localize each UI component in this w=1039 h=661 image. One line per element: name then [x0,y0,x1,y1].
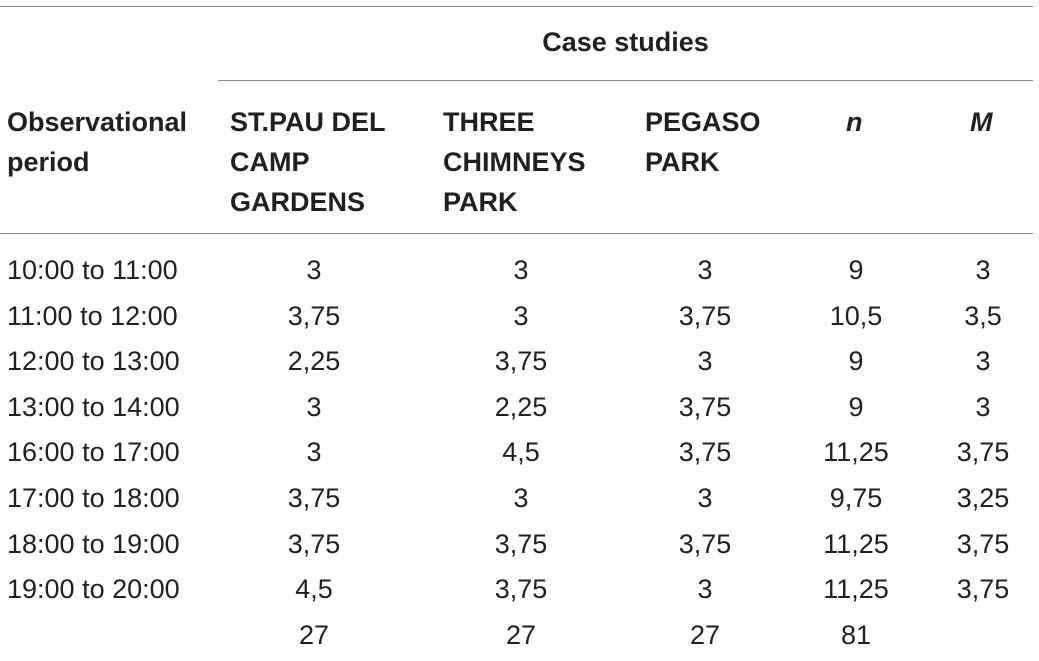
value-cell: 3,75 [956,437,1010,468]
period-cell: 16:00 to 17:00 [7,437,180,468]
period-header-line: Observational [7,107,188,137]
value-cell: 3 [513,255,529,285]
group-rule [218,80,1033,81]
table-row: 12:00 to 13:00 2,25 3,75 3 9 3 [0,341,1033,387]
header-line: CAMP [230,147,310,177]
value-cell: 3 [697,574,713,605]
table-row: 11:00 to 12:00 3,75 3 3,75 10,5 3,5 [0,296,1033,342]
value-cell: 3,75 [287,528,341,559]
value-cell: 3,75 [494,574,548,605]
period-cell: 18:00 to 19:00 [7,528,180,559]
period-cell: 12:00 to 13:00 [7,346,180,377]
value-cell: 3 [306,391,322,422]
value-cell: 3,75 [494,346,548,377]
value-cell: 3,75 [678,528,732,559]
header-line: M [970,107,993,137]
value-cell: 3 [697,255,713,285]
table-row: 18:00 to 19:00 3,75 3,75 3,75 11,25 3,75 [0,524,1033,570]
table-row: 17:00 to 18:00 3,75 3 3 9,75 3,25 [0,478,1033,524]
value-cell: 2,25 [494,391,548,422]
table-row: 16:00 to 17:00 3 4,5 3,75 11,25 3,75 [0,432,1033,478]
value-cell: 11,25 [823,574,889,605]
value-cell: 3 [975,391,991,422]
value-cell: 3,75 [678,437,732,468]
period-header-line: period [7,147,90,177]
header-line: THREE [443,107,535,137]
value-cell: 9 [848,391,864,422]
value-cell: 11,25 [823,528,889,559]
value-cell: 3,75 [287,483,341,513]
column-header-st-pau: ST.PAU DEL CAMP GARDENS [230,102,386,222]
top-rule [0,6,1033,7]
value-cell: 10,5 [829,300,883,331]
value-cell: 3,75 [956,528,1010,559]
totals-row: 27 27 27 81 [0,615,1033,661]
value-cell: 3 [513,483,529,513]
value-cell: 3 [697,346,713,377]
value-cell: 3,75 [494,528,548,559]
header-rule [0,233,1033,234]
period-cell: 17:00 to 18:00 [7,483,180,513]
value-cell: 3 [306,255,322,285]
value-cell: 3,5 [964,300,1002,331]
header-line: GARDENS [230,187,366,217]
group-title: Case studies [542,27,709,57]
column-header-three-chimneys: THREE CHIMNEYS PARK [443,102,586,222]
header-line: n [846,107,863,137]
value-cell: 3 [306,437,322,468]
period-cell: 10:00 to 11:00 [7,255,178,285]
column-header-m: M [970,102,993,142]
value-cell: 4,5 [295,574,333,605]
header-line: CHIMNEYS [443,147,586,177]
value-cell: 3 [975,346,991,377]
header-line: PARK [443,187,518,217]
value-cell: 3,75 [678,300,732,331]
value-cell: 81 [840,619,872,650]
value-cell: 27 [505,619,537,650]
value-cell: 9,75 [829,483,883,513]
period-column-header: Observational period [7,102,187,182]
value-cell: 3 [513,300,529,331]
table-row: 19:00 to 20:00 4,5 3,75 3 11,25 3,75 [0,569,1033,615]
value-cell: 27 [689,619,721,650]
value-cell: 9 [848,255,864,285]
value-cell: 3 [975,255,991,285]
header-line: PARK [645,147,720,177]
value-cell: 3,75 [678,391,732,422]
period-cell: 13:00 to 14:00 [7,391,180,422]
value-cell: 3,75 [956,574,1010,605]
value-cell: 11,25 [823,437,889,468]
value-cell: 3,25 [956,483,1010,513]
header-line: ST.PAU DEL [230,107,386,137]
header-line: PEGASO [645,107,761,137]
value-cell: 2,25 [287,346,341,377]
data-table: Case studies Observational period ST.PAU… [0,6,1033,650]
value-cell: 3 [697,483,713,513]
column-header-n: n [846,102,863,142]
period-cell: 19:00 to 20:00 [7,574,180,605]
table-row: 13:00 to 14:00 3 2,25 3,75 9 3 [0,387,1033,433]
table-row: 10:00 to 11:00 3 3 3 9 3 [0,250,1033,296]
value-cell: 3,75 [287,300,341,331]
value-cell: 27 [298,619,330,650]
value-cell: 4,5 [502,437,540,468]
period-cell: 11:00 to 12:00 [7,300,178,331]
column-header-pegaso: PEGASO PARK [645,102,761,182]
value-cell: 9 [848,346,864,377]
